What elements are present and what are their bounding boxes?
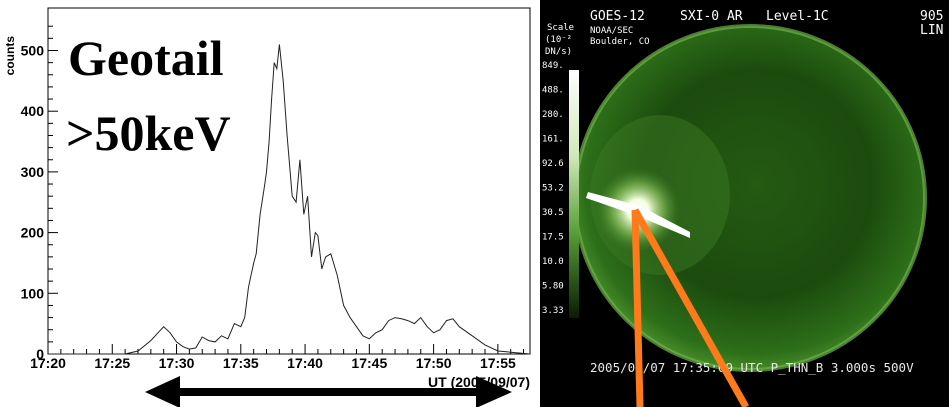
colorbar-tick-label: 161.	[542, 135, 564, 145]
header-filter: SXI-0 AR	[680, 9, 743, 24]
image-footer: 2005/09/07 17:35:09 UTC P_THN_B 3.000s 5…	[590, 360, 914, 375]
colorbar-tick-label: 488.	[542, 86, 564, 96]
x-tick-label: 17:35	[223, 355, 259, 371]
y-tick-label: 0	[36, 346, 44, 362]
solar-disk	[575, 26, 925, 370]
header-instrument: GOES-12	[590, 9, 645, 24]
time-span-arrow	[145, 376, 512, 407]
colorbar-tick-label: 30.5	[542, 208, 564, 218]
colorbar-tick-label: 53.2	[542, 184, 564, 194]
header-right-bottom: LIN	[920, 23, 943, 38]
x-tick-label: 17:40	[287, 355, 323, 371]
goes-sxi-solar-image: 849. 488. 280. 161. 92.6 53.2 30.5 17.5 10.0 5.80…	[540, 0, 949, 407]
colorbar-tick-label: 17.5	[542, 233, 564, 243]
x-tick-label: 17:25	[94, 355, 130, 371]
org-line1: NOAA/SEC	[590, 26, 633, 36]
overlay-title-line1: Geotail	[68, 30, 224, 86]
y-tick-label: 300	[21, 164, 45, 180]
y-axis-label: counts	[3, 36, 17, 76]
colorbar-tick-label: 280.	[542, 110, 564, 120]
plot-frame	[47, 7, 531, 355]
org-line2: Boulder, CO	[590, 37, 650, 47]
scale-label: Scale	[547, 23, 574, 33]
y-tick-label: 100	[21, 285, 45, 301]
scale-units-1: (10⁻²	[545, 35, 572, 45]
colorbar-tick-labels: 849. 488. 280. 161. 92.6 53.2 30.5 17.5 10.0 5.80…	[542, 61, 564, 316]
x-axis-ticks: 17:20 17:25 17:30 17:35 17:40 17:45 17:50 17:55	[30, 344, 525, 371]
y-tick-label: 500	[21, 42, 45, 58]
scale-units-2: DN/s)	[545, 47, 572, 57]
y-tick-label: 400	[21, 103, 45, 119]
colorbar-tick-label: 5.80	[542, 282, 564, 292]
counts-series-line	[48, 44, 531, 355]
y-axis-ticks: 0 100 200 300 400 500	[21, 25, 58, 362]
x-tick-label: 17:30	[159, 355, 195, 371]
overlay-title-line2: >50keV	[66, 105, 231, 161]
x-tick-label: 17:55	[480, 355, 516, 371]
x-tick-label: 17:50	[416, 355, 452, 371]
x-tick-label: 17:20	[30, 355, 66, 371]
colorbar-tick-label: 10.0	[542, 257, 564, 267]
x-tick-label: 17:45	[351, 355, 387, 371]
flare-pointer-arrows	[631, 208, 750, 407]
colorbar-tick-label: 3.33	[542, 306, 564, 316]
header-right-top: 905	[920, 9, 943, 24]
header-level: Level-1C	[766, 9, 829, 24]
colorbar	[569, 70, 579, 318]
colorbar-tick-label: 849.	[542, 61, 564, 71]
colorbar-tick-label: 92.6	[542, 159, 564, 169]
y-tick-label: 200	[21, 225, 45, 241]
